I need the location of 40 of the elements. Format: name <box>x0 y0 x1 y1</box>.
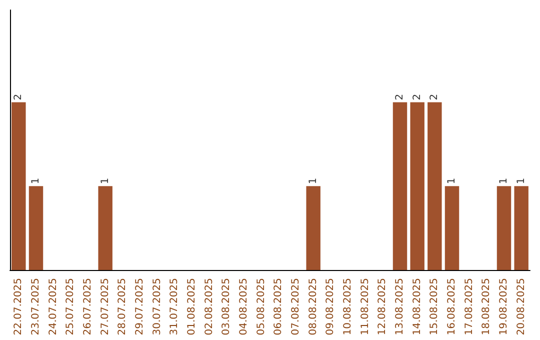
x-tick-label: 06.08.2025 <box>273 278 284 336</box>
x-tick-label: 30.07.2025 <box>152 278 163 336</box>
data-label: 1 <box>30 178 42 184</box>
x-tick-label: 24.07.2025 <box>48 278 59 336</box>
x-tick-label: 05.08.2025 <box>256 278 267 336</box>
data-label: 2 <box>394 94 406 100</box>
x-tick-label: 17.08.2025 <box>464 278 475 336</box>
data-label: 2 <box>412 94 423 100</box>
data-label: 1 <box>498 178 510 184</box>
x-tick-label: 19.08.2025 <box>498 278 510 336</box>
data-label: 1 <box>100 178 111 184</box>
x-tick-label: 26.07.2025 <box>82 278 94 336</box>
x-tick-label: 13.08.2025 <box>394 278 406 336</box>
x-tick-label: 16.08.2025 <box>446 278 458 336</box>
x-tick-label: 10.08.2025 <box>342 278 354 336</box>
x-tick-label: 01.08.2025 <box>186 278 198 336</box>
data-label: 1 <box>446 178 458 184</box>
x-tick-label: 07.08.2025 <box>290 278 302 336</box>
x-tick-label: 18.08.2025 <box>481 278 492 336</box>
x-tick-label: 04.08.2025 <box>238 278 250 336</box>
x-tick-label: 20.08.2025 <box>516 278 527 336</box>
data-label: 2 <box>13 94 24 100</box>
x-tick-label: 12.08.2025 <box>377 278 388 336</box>
data-label: 2 <box>429 94 440 100</box>
x-tick-label: 03.08.2025 <box>221 278 232 336</box>
x-tick-label: 14.08.2025 <box>412 278 423 336</box>
x-tick-label: 28.07.2025 <box>117 278 128 336</box>
x-tick-label: 31.07.2025 <box>169 278 180 336</box>
x-tick-label: 29.07.2025 <box>134 278 146 336</box>
x-tick-label: 11.08.2025 <box>360 278 371 336</box>
data-label: 1 <box>516 178 527 184</box>
x-tick-label: 25.07.2025 <box>65 278 76 336</box>
x-tick-label: 23.07.2025 <box>30 278 42 336</box>
x-tick-label: 22.07.2025 <box>13 278 24 336</box>
data-label: 1 <box>308 178 319 184</box>
x-tick-label: 02.08.2025 <box>204 278 215 336</box>
x-tick-label: 08.08.2025 <box>308 278 319 336</box>
x-tick-label: 27.07.2025 <box>100 278 111 336</box>
x-tick-label: 15.08.2025 <box>429 278 440 336</box>
x-tick-label: 09.08.2025 <box>325 278 336 336</box>
